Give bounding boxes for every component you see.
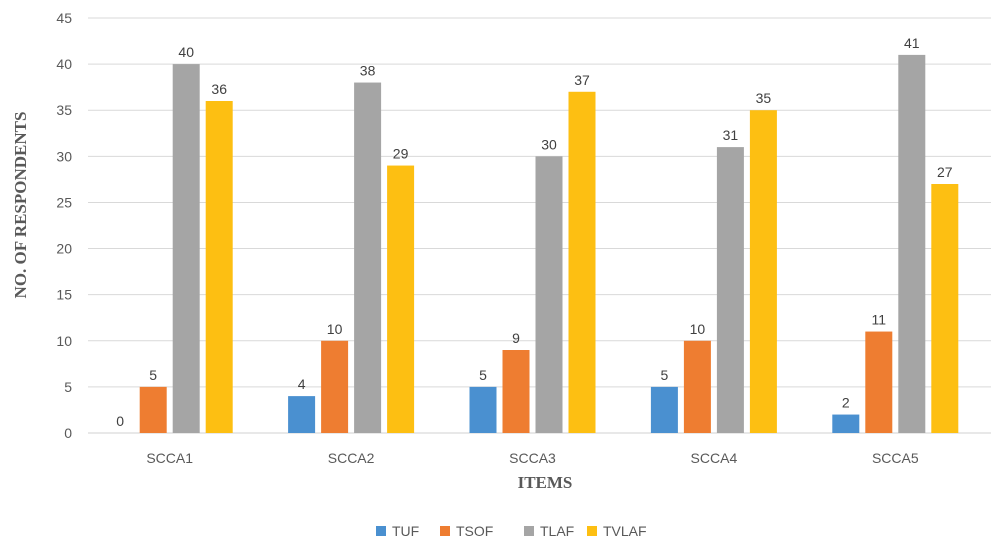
x-tick-label: SCCA5 bbox=[872, 450, 919, 466]
bars bbox=[139, 54, 959, 434]
bar-tlaf-scca5 bbox=[898, 54, 926, 434]
data-label: 31 bbox=[723, 127, 739, 143]
bar-tlaf-scca4 bbox=[716, 147, 744, 433]
bar-tvlaf-scca2 bbox=[387, 165, 415, 434]
bar-tlaf-scca3 bbox=[535, 156, 563, 434]
bar-tsof-scca1 bbox=[139, 386, 167, 433]
data-labels: 0 5 40 36 4 10 38 29 5 9 30 37 5 10 31 35 2 11 41 27 bbox=[116, 35, 952, 429]
y-tick-label: 5 bbox=[64, 379, 72, 395]
y-tick-label: 15 bbox=[56, 287, 72, 303]
y-tick-label: 0 bbox=[64, 425, 72, 441]
data-label: 5 bbox=[661, 367, 669, 383]
bar-tlaf-scca2 bbox=[354, 82, 382, 434]
legend-swatch-tsof bbox=[440, 526, 450, 536]
y-axis-title: NO. OF RESPONDENTS bbox=[11, 112, 30, 299]
legend-label-tuf: TUF bbox=[392, 523, 419, 538]
data-label: 4 bbox=[298, 376, 306, 392]
x-tick-label: SCCA1 bbox=[146, 450, 193, 466]
data-label: 11 bbox=[872, 312, 887, 328]
x-axis-title: ITEMS bbox=[518, 473, 573, 492]
x-tick-label: SCCA3 bbox=[509, 450, 556, 466]
y-tick-label: 40 bbox=[56, 56, 72, 72]
data-label: 5 bbox=[479, 367, 487, 383]
bar-tuf-scca4 bbox=[650, 386, 678, 433]
y-tick-label: 35 bbox=[56, 102, 72, 118]
x-tick-label: SCCA4 bbox=[691, 450, 738, 466]
bar-tsof-scca5 bbox=[865, 331, 893, 433]
data-label: 27 bbox=[937, 164, 953, 180]
legend-label-tlaf: TLAF bbox=[540, 523, 574, 538]
legend-swatch-tvlaf bbox=[587, 526, 597, 536]
bar-tuf-scca3 bbox=[469, 386, 497, 433]
legend-swatch-tuf bbox=[376, 526, 386, 536]
bar-tsof-scca2 bbox=[321, 340, 349, 433]
bar-tsof-scca4 bbox=[683, 340, 711, 433]
legend: TUF TSOF TLAF TVLAF bbox=[376, 523, 647, 538]
data-label: 10 bbox=[327, 321, 343, 337]
bar-tuf-scca2 bbox=[288, 396, 316, 433]
bar-tlaf-scca1 bbox=[172, 64, 200, 433]
y-tick-label: 30 bbox=[56, 148, 72, 164]
y-tick-label: 20 bbox=[56, 241, 72, 257]
data-label: 10 bbox=[690, 321, 706, 337]
data-label: 38 bbox=[360, 63, 376, 79]
data-label: 29 bbox=[393, 146, 409, 162]
bar-tvlaf-scca3 bbox=[568, 91, 596, 434]
bar-tvlaf-scca1 bbox=[205, 101, 233, 433]
data-label: 9 bbox=[512, 330, 520, 346]
data-label: 37 bbox=[574, 72, 590, 88]
bar-tvlaf-scca5 bbox=[931, 184, 959, 433]
data-label: 5 bbox=[149, 367, 157, 383]
data-label: 36 bbox=[211, 81, 227, 97]
legend-label-tvlaf: TVLAF bbox=[603, 523, 647, 538]
data-label: 30 bbox=[541, 136, 557, 152]
data-label: 2 bbox=[842, 395, 850, 411]
data-label: 0 bbox=[116, 413, 124, 429]
data-label: 41 bbox=[904, 35, 920, 51]
y-tick-label: 10 bbox=[56, 333, 72, 349]
y-axis-ticks: 0 5 10 15 20 25 30 35 40 45 bbox=[56, 10, 72, 441]
bar-tsof-scca3 bbox=[502, 350, 530, 433]
legend-swatch-tlaf bbox=[524, 526, 534, 536]
y-tick-label: 25 bbox=[56, 194, 72, 210]
data-label: 40 bbox=[178, 44, 194, 60]
data-label: 35 bbox=[756, 90, 772, 106]
legend-label-tsof: TSOF bbox=[456, 523, 493, 538]
bar-tuf-scca5 bbox=[832, 414, 860, 433]
bar-tvlaf-scca4 bbox=[749, 110, 777, 433]
x-tick-label: SCCA2 bbox=[328, 450, 375, 466]
y-tick-label: 45 bbox=[56, 10, 72, 26]
x-axis-ticks: SCCA1 SCCA2 SCCA3 SCCA4 SCCA5 bbox=[146, 450, 918, 466]
